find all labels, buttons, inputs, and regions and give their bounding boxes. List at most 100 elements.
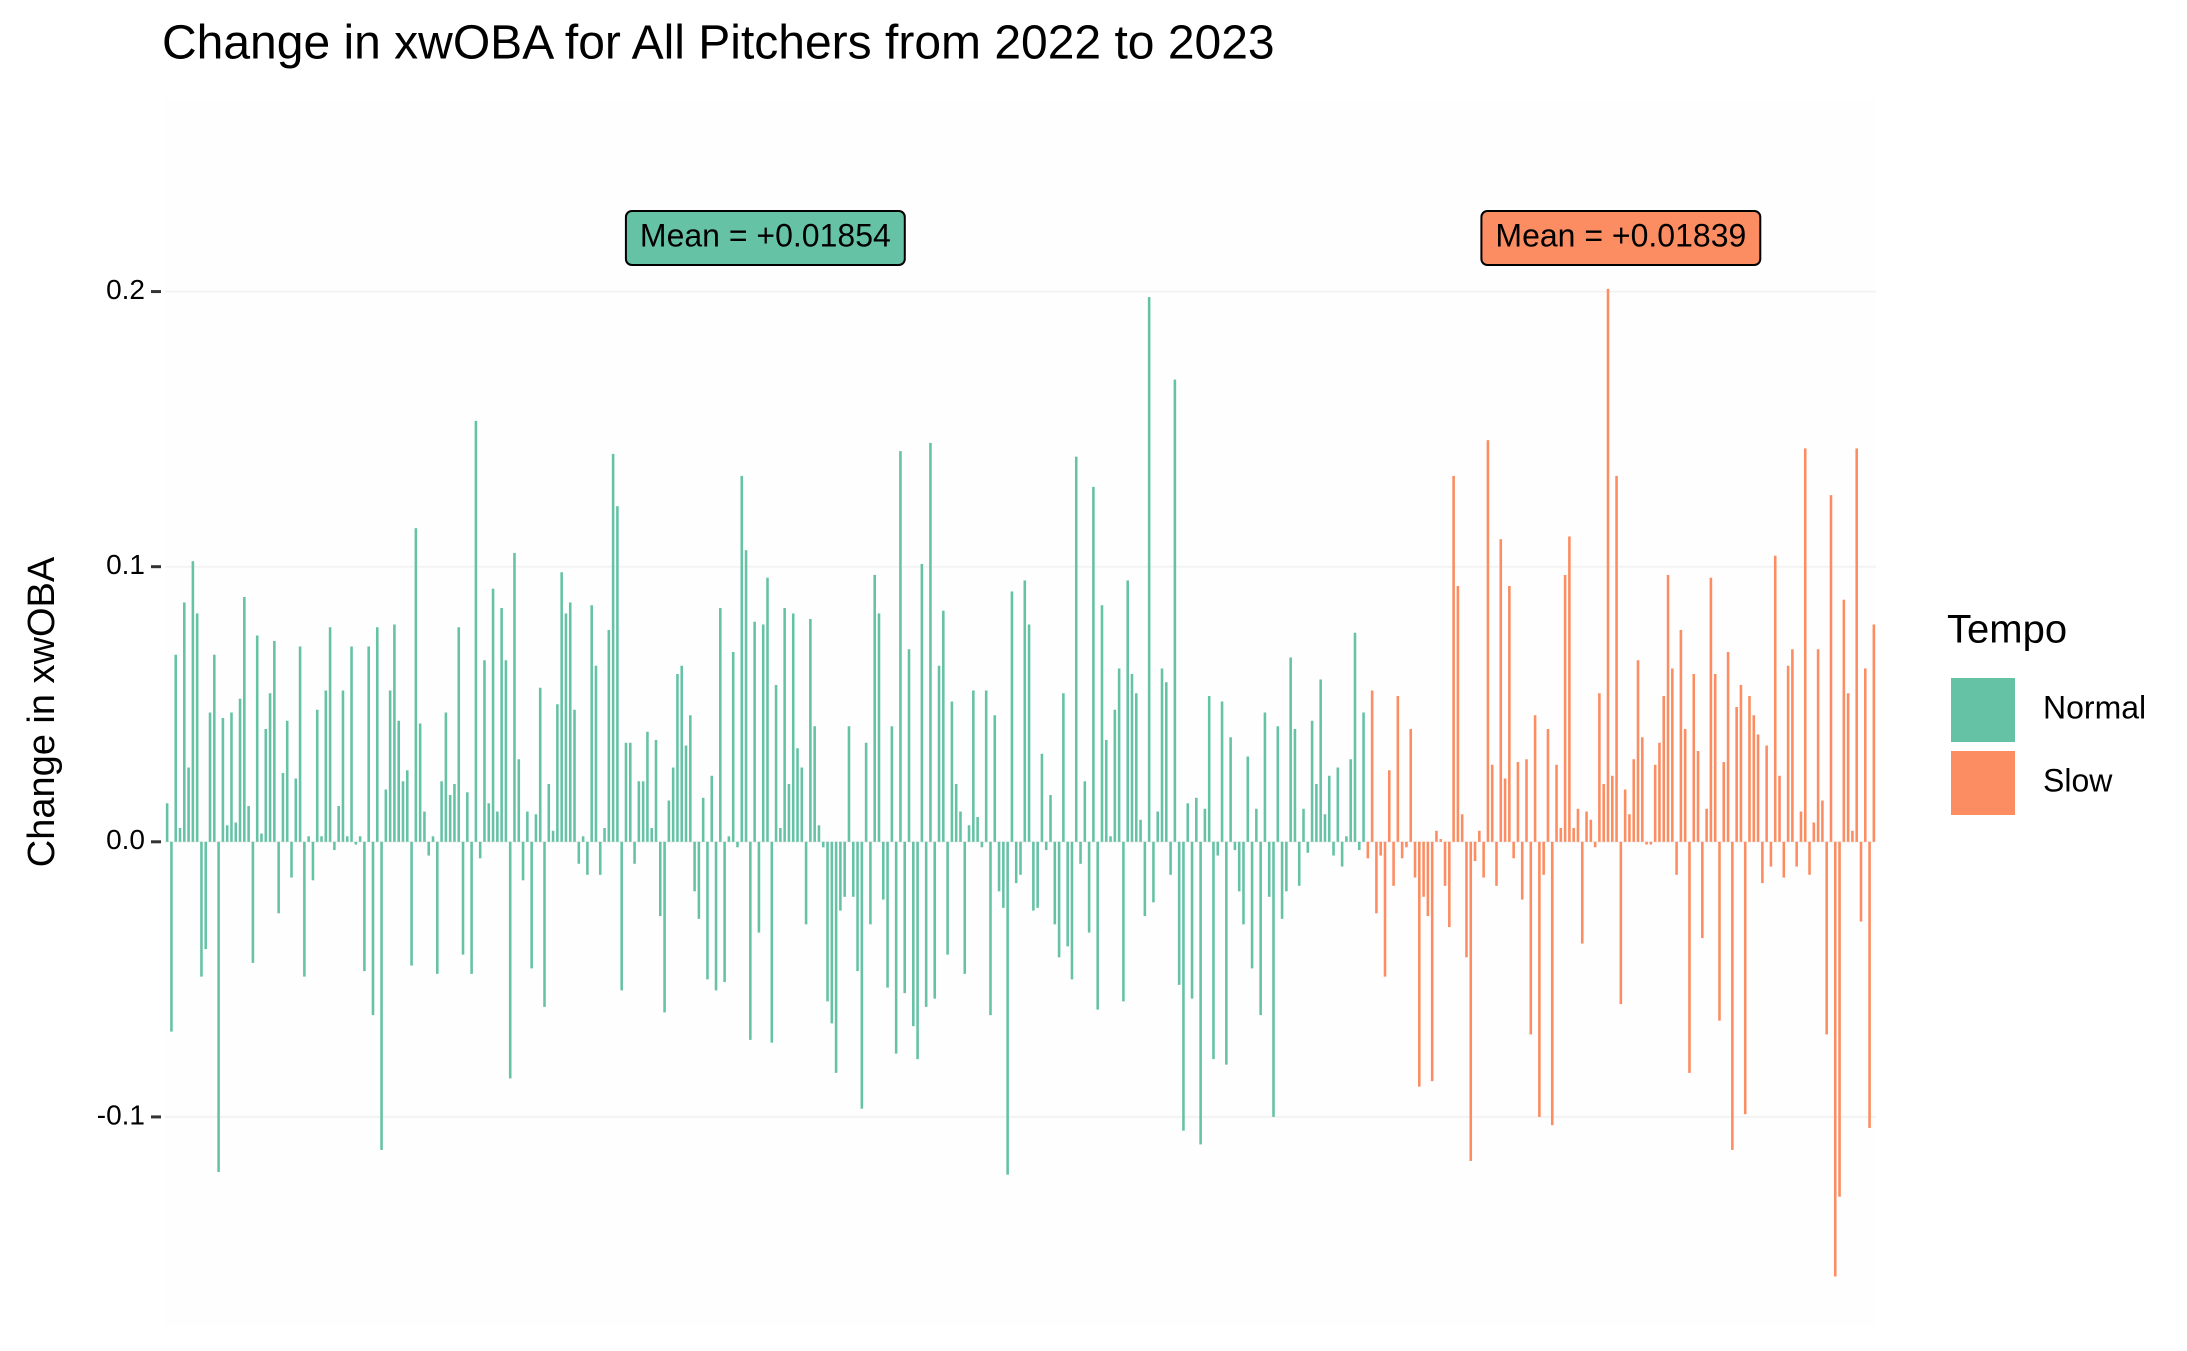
bar	[238, 698, 242, 842]
bar	[1104, 740, 1108, 842]
bar	[1555, 764, 1558, 842]
bar	[1139, 819, 1142, 842]
bar	[1400, 841, 1404, 859]
bar	[1632, 759, 1636, 842]
bar	[757, 841, 761, 933]
bar	[577, 841, 581, 864]
bar	[1203, 808, 1207, 842]
bar	[1315, 784, 1318, 842]
bar	[1186, 803, 1190, 842]
bar	[1147, 297, 1151, 842]
bar	[1872, 624, 1876, 842]
bar	[543, 841, 546, 1007]
bar	[165, 803, 169, 842]
bar	[478, 841, 482, 859]
bar	[1375, 841, 1378, 914]
bar	[1546, 729, 1550, 842]
bar	[1786, 665, 1790, 842]
bar	[1044, 841, 1048, 851]
bar	[1855, 448, 1858, 842]
bar	[187, 767, 190, 842]
bar	[1705, 808, 1708, 842]
bar	[1542, 841, 1545, 875]
bar	[401, 781, 405, 842]
bar	[1688, 841, 1691, 1073]
bar	[886, 841, 889, 988]
legend-key	[1949, 676, 2017, 744]
bar	[1409, 729, 1413, 842]
bar	[388, 690, 392, 842]
bar	[243, 596, 246, 842]
bar	[487, 803, 491, 842]
bar	[586, 841, 589, 875]
bar	[1388, 770, 1391, 842]
bar	[1653, 764, 1657, 842]
bar	[869, 841, 872, 925]
bar	[1126, 580, 1129, 842]
bar	[1863, 668, 1867, 842]
bar	[208, 712, 212, 842]
bar	[959, 811, 962, 842]
bar	[500, 607, 503, 842]
bar	[225, 825, 229, 842]
bar	[221, 718, 225, 842]
annotation-text: Mean = +0.01839	[1495, 217, 1746, 253]
bar	[470, 841, 473, 974]
bar	[1619, 841, 1623, 1005]
bar	[933, 841, 937, 999]
bar	[1580, 841, 1584, 944]
bar	[693, 841, 696, 892]
annotation-box	[1480, 210, 1762, 266]
bar	[1486, 440, 1490, 842]
bar	[1495, 841, 1498, 886]
bar	[1259, 841, 1262, 1016]
bar	[1177, 841, 1181, 985]
bar	[1739, 684, 1743, 842]
bar	[1010, 591, 1014, 842]
bar	[1319, 679, 1322, 842]
bar	[1383, 841, 1387, 977]
bar	[264, 729, 268, 842]
bar	[1332, 841, 1335, 856]
bar	[1310, 720, 1314, 842]
bar	[1731, 841, 1734, 1150]
bar	[285, 720, 289, 842]
bar	[942, 610, 945, 842]
bar	[894, 841, 898, 1054]
bar	[1761, 841, 1764, 884]
bar	[174, 654, 178, 842]
bar	[1683, 729, 1687, 842]
bar	[1250, 841, 1254, 969]
bar	[1743, 841, 1747, 1115]
bar	[298, 646, 302, 842]
bar	[603, 828, 606, 842]
bar	[1345, 836, 1348, 842]
bar	[950, 701, 954, 842]
bar	[1096, 841, 1099, 1010]
bar	[1293, 729, 1297, 842]
bar	[1439, 839, 1443, 842]
bar	[1520, 841, 1524, 900]
bar	[1701, 841, 1704, 939]
bar	[551, 830, 555, 842]
bar	[963, 841, 967, 974]
bar	[521, 841, 525, 881]
bar	[1422, 841, 1425, 897]
bar	[1671, 668, 1674, 842]
bar	[337, 806, 340, 842]
bar	[260, 833, 263, 842]
bar	[1585, 811, 1588, 842]
bar	[345, 836, 349, 842]
bar	[1014, 841, 1018, 884]
bar	[1182, 841, 1185, 1131]
bar	[753, 621, 756, 842]
bar	[1366, 841, 1370, 859]
bar	[856, 841, 859, 972]
bar	[517, 759, 521, 842]
bar	[1512, 841, 1515, 859]
bar	[671, 767, 675, 842]
bar	[1692, 673, 1696, 842]
bar	[444, 712, 448, 842]
bar	[1645, 841, 1648, 845]
bar	[1323, 814, 1327, 842]
